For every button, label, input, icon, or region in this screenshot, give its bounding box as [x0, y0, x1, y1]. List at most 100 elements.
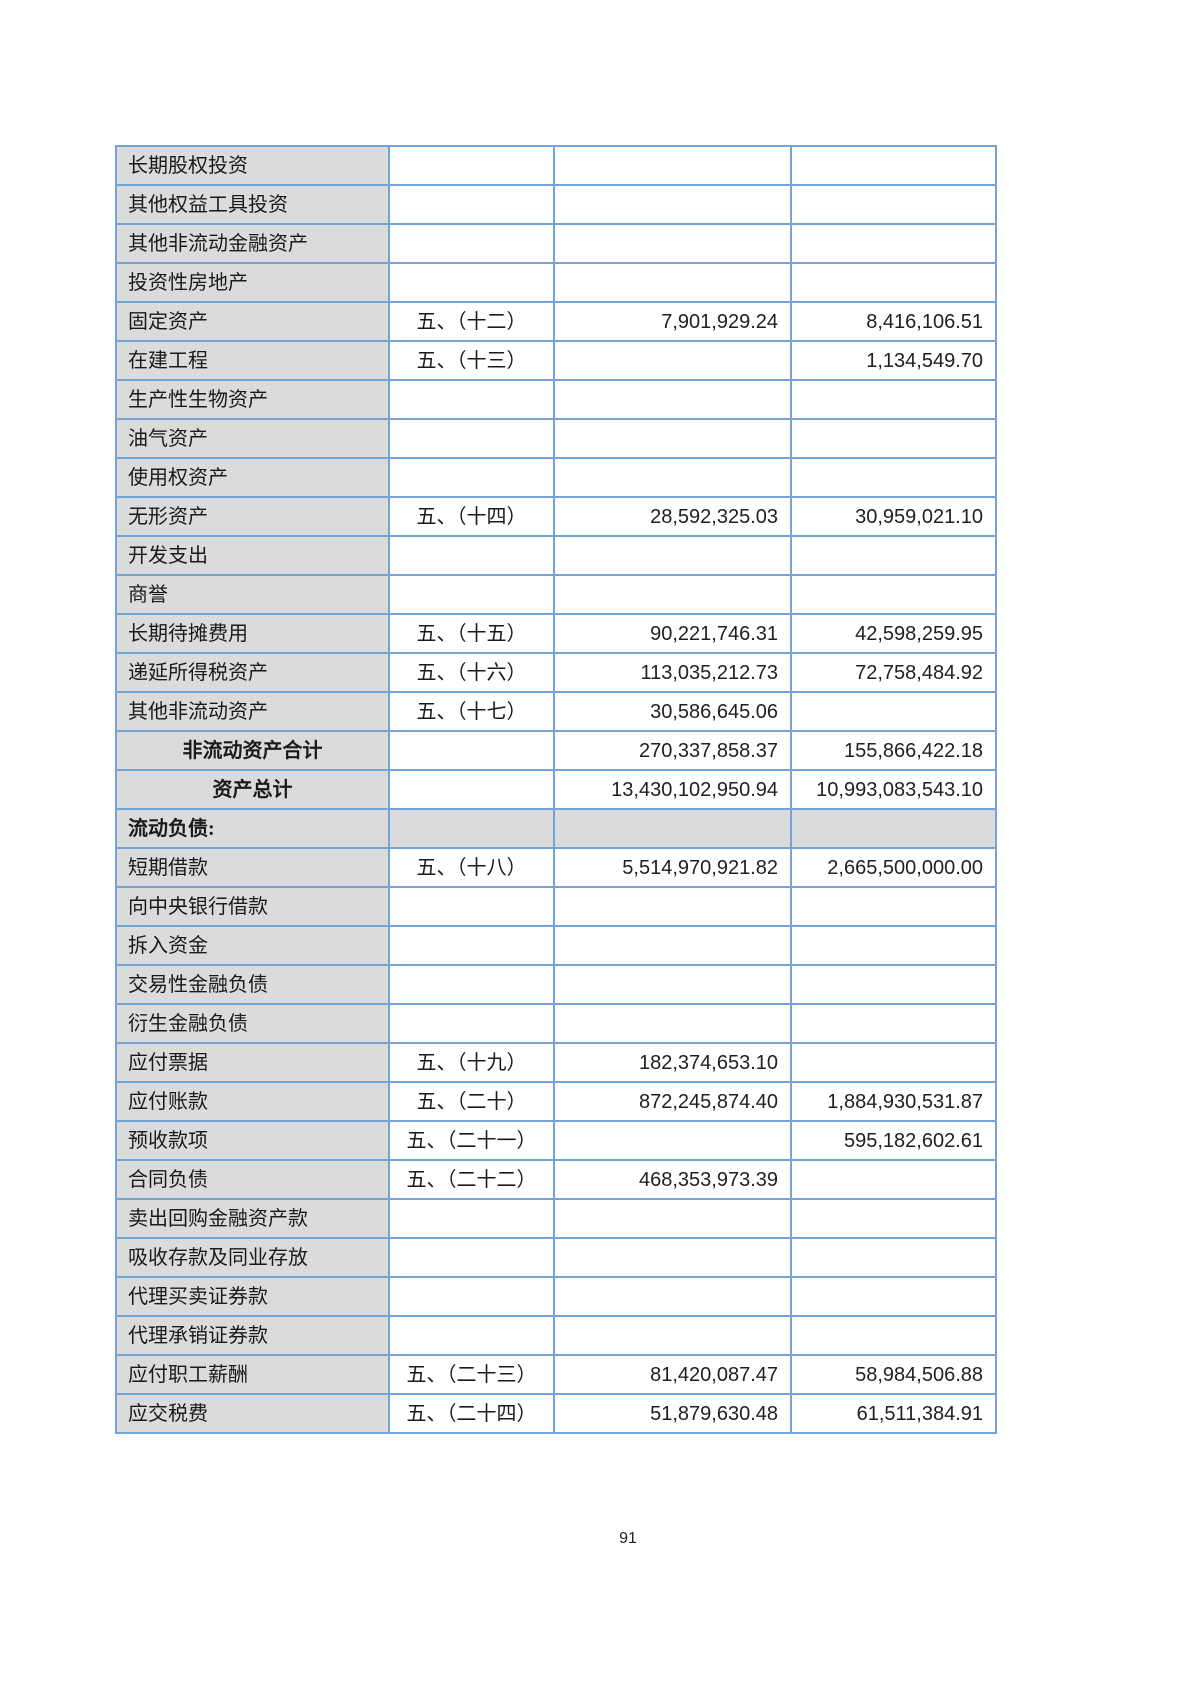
row-amount-prior	[790, 1003, 997, 1044]
row-amount-prior: 1,134,549.70	[790, 340, 997, 381]
row-amount-prior	[790, 574, 997, 615]
row-amount-current	[553, 925, 792, 966]
row-note-reference	[388, 1237, 555, 1278]
row-amount-current: 51,879,630.48	[553, 1393, 792, 1434]
row-item-label: 固定资产	[115, 301, 390, 342]
row-amount-current: 7,901,929.24	[553, 301, 792, 342]
row-amount-current: 30,586,645.06	[553, 691, 792, 732]
table-row: 应付职工薪酬 五、（二十三） 81,420,087.47 58,984,506.88	[115, 1354, 997, 1395]
row-amount-current	[553, 145, 792, 186]
row-amount-current	[553, 886, 792, 927]
row-item-label: 长期股权投资	[115, 145, 390, 186]
row-amount-prior	[790, 808, 997, 849]
row-amount-current	[553, 1120, 792, 1161]
table-row: 应付票据 五、（十九） 182,374,653.10	[115, 1042, 997, 1083]
row-note-reference	[388, 1003, 555, 1044]
row-note-reference	[388, 262, 555, 303]
row-item-label: 长期待摊费用	[115, 613, 390, 654]
table-row: 在建工程 五、（十三） 1,134,549.70	[115, 340, 997, 381]
row-amount-current	[553, 418, 792, 459]
row-item-label: 吸收存款及同业存放	[115, 1237, 390, 1278]
row-amount-prior	[790, 379, 997, 420]
row-item-label: 流动负债:	[115, 808, 390, 849]
table-row: 卖出回购金融资产款	[115, 1198, 997, 1239]
table-row: 其他非流动金融资产	[115, 223, 997, 264]
row-amount-prior	[790, 964, 997, 1005]
row-item-label: 商誉	[115, 574, 390, 615]
row-amount-prior: 42,598,259.95	[790, 613, 997, 654]
row-amount-current	[553, 964, 792, 1005]
row-amount-prior	[790, 184, 997, 225]
page-number: 91	[619, 1530, 637, 1547]
row-note-reference: 五、（二十一）	[388, 1120, 555, 1161]
table-row: 非流动资产合计 270,337,858.37 155,866,422.18	[115, 730, 997, 771]
table-row: 生产性生物资产	[115, 379, 997, 420]
row-amount-prior: 30,959,021.10	[790, 496, 997, 537]
table-row: 固定资产 五、（十二） 7,901,929.24 8,416,106.51	[115, 301, 997, 342]
row-amount-current	[553, 1198, 792, 1239]
row-item-label: 预收款项	[115, 1120, 390, 1161]
row-amount-current: 28,592,325.03	[553, 496, 792, 537]
row-amount-current	[553, 574, 792, 615]
row-item-label: 代理买卖证券款	[115, 1276, 390, 1317]
row-amount-prior: 1,884,930,531.87	[790, 1081, 997, 1122]
row-amount-prior	[790, 1237, 997, 1278]
row-amount-prior	[790, 1042, 997, 1083]
row-note-reference: 五、（十八）	[388, 847, 555, 888]
table-row: 代理承销证券款	[115, 1315, 997, 1356]
row-amount-prior: 58,984,506.88	[790, 1354, 997, 1395]
table-row: 开发支出	[115, 535, 997, 576]
row-amount-current	[553, 340, 792, 381]
row-amount-prior	[790, 1159, 997, 1200]
row-item-label: 应付账款	[115, 1081, 390, 1122]
row-note-reference	[388, 808, 555, 849]
row-item-label: 交易性金融负债	[115, 964, 390, 1005]
row-item-label: 应付职工薪酬	[115, 1354, 390, 1395]
row-amount-prior	[790, 886, 997, 927]
row-item-label: 油气资产	[115, 418, 390, 459]
row-item-label: 非流动资产合计	[115, 730, 390, 771]
row-item-label: 无形资产	[115, 496, 390, 537]
row-item-label: 代理承销证券款	[115, 1315, 390, 1356]
row-note-reference: 五、（二十三）	[388, 1354, 555, 1395]
table-row: 预收款项 五、（二十一） 595,182,602.61	[115, 1120, 997, 1161]
row-amount-prior: 8,416,106.51	[790, 301, 997, 342]
row-amount-current: 182,374,653.10	[553, 1042, 792, 1083]
row-note-reference	[388, 925, 555, 966]
row-amount-prior	[790, 457, 997, 498]
row-amount-current: 5,514,970,921.82	[553, 847, 792, 888]
row-note-reference	[388, 223, 555, 264]
table-row: 应交税费 五、（二十四） 51,879,630.48 61,511,384.91	[115, 1393, 997, 1434]
row-item-label: 向中央银行借款	[115, 886, 390, 927]
table-row: 使用权资产	[115, 457, 997, 498]
row-note-reference	[388, 769, 555, 810]
table-row: 无形资产 五、（十四） 28,592,325.03 30,959,021.10	[115, 496, 997, 537]
table-row: 递延所得税资产 五、（十六） 113,035,212.73 72,758,484.92	[115, 652, 997, 693]
row-note-reference	[388, 418, 555, 459]
row-amount-prior: 10,993,083,543.10	[790, 769, 997, 810]
row-item-label: 投资性房地产	[115, 262, 390, 303]
row-amount-current: 468,353,973.39	[553, 1159, 792, 1200]
table-row: 交易性金融负债	[115, 964, 997, 1005]
row-note-reference	[388, 1315, 555, 1356]
row-amount-prior	[790, 262, 997, 303]
row-note-reference: 五、（二十二）	[388, 1159, 555, 1200]
row-amount-prior	[790, 1198, 997, 1239]
row-item-label: 其他非流动资产	[115, 691, 390, 732]
row-item-label: 资产总计	[115, 769, 390, 810]
row-item-label: 短期借款	[115, 847, 390, 888]
row-amount-prior	[790, 925, 997, 966]
row-note-reference: 五、（十七）	[388, 691, 555, 732]
row-note-reference	[388, 535, 555, 576]
row-amount-prior	[790, 691, 997, 732]
row-amount-current	[553, 457, 792, 498]
row-note-reference: 五、（十二）	[388, 301, 555, 342]
row-item-label: 拆入资金	[115, 925, 390, 966]
table-row: 衍生金融负债	[115, 1003, 997, 1044]
row-amount-prior: 2,665,500,000.00	[790, 847, 997, 888]
row-amount-current	[553, 535, 792, 576]
row-note-reference: 五、（十三）	[388, 340, 555, 381]
row-note-reference	[388, 457, 555, 498]
row-amount-current	[553, 808, 792, 849]
